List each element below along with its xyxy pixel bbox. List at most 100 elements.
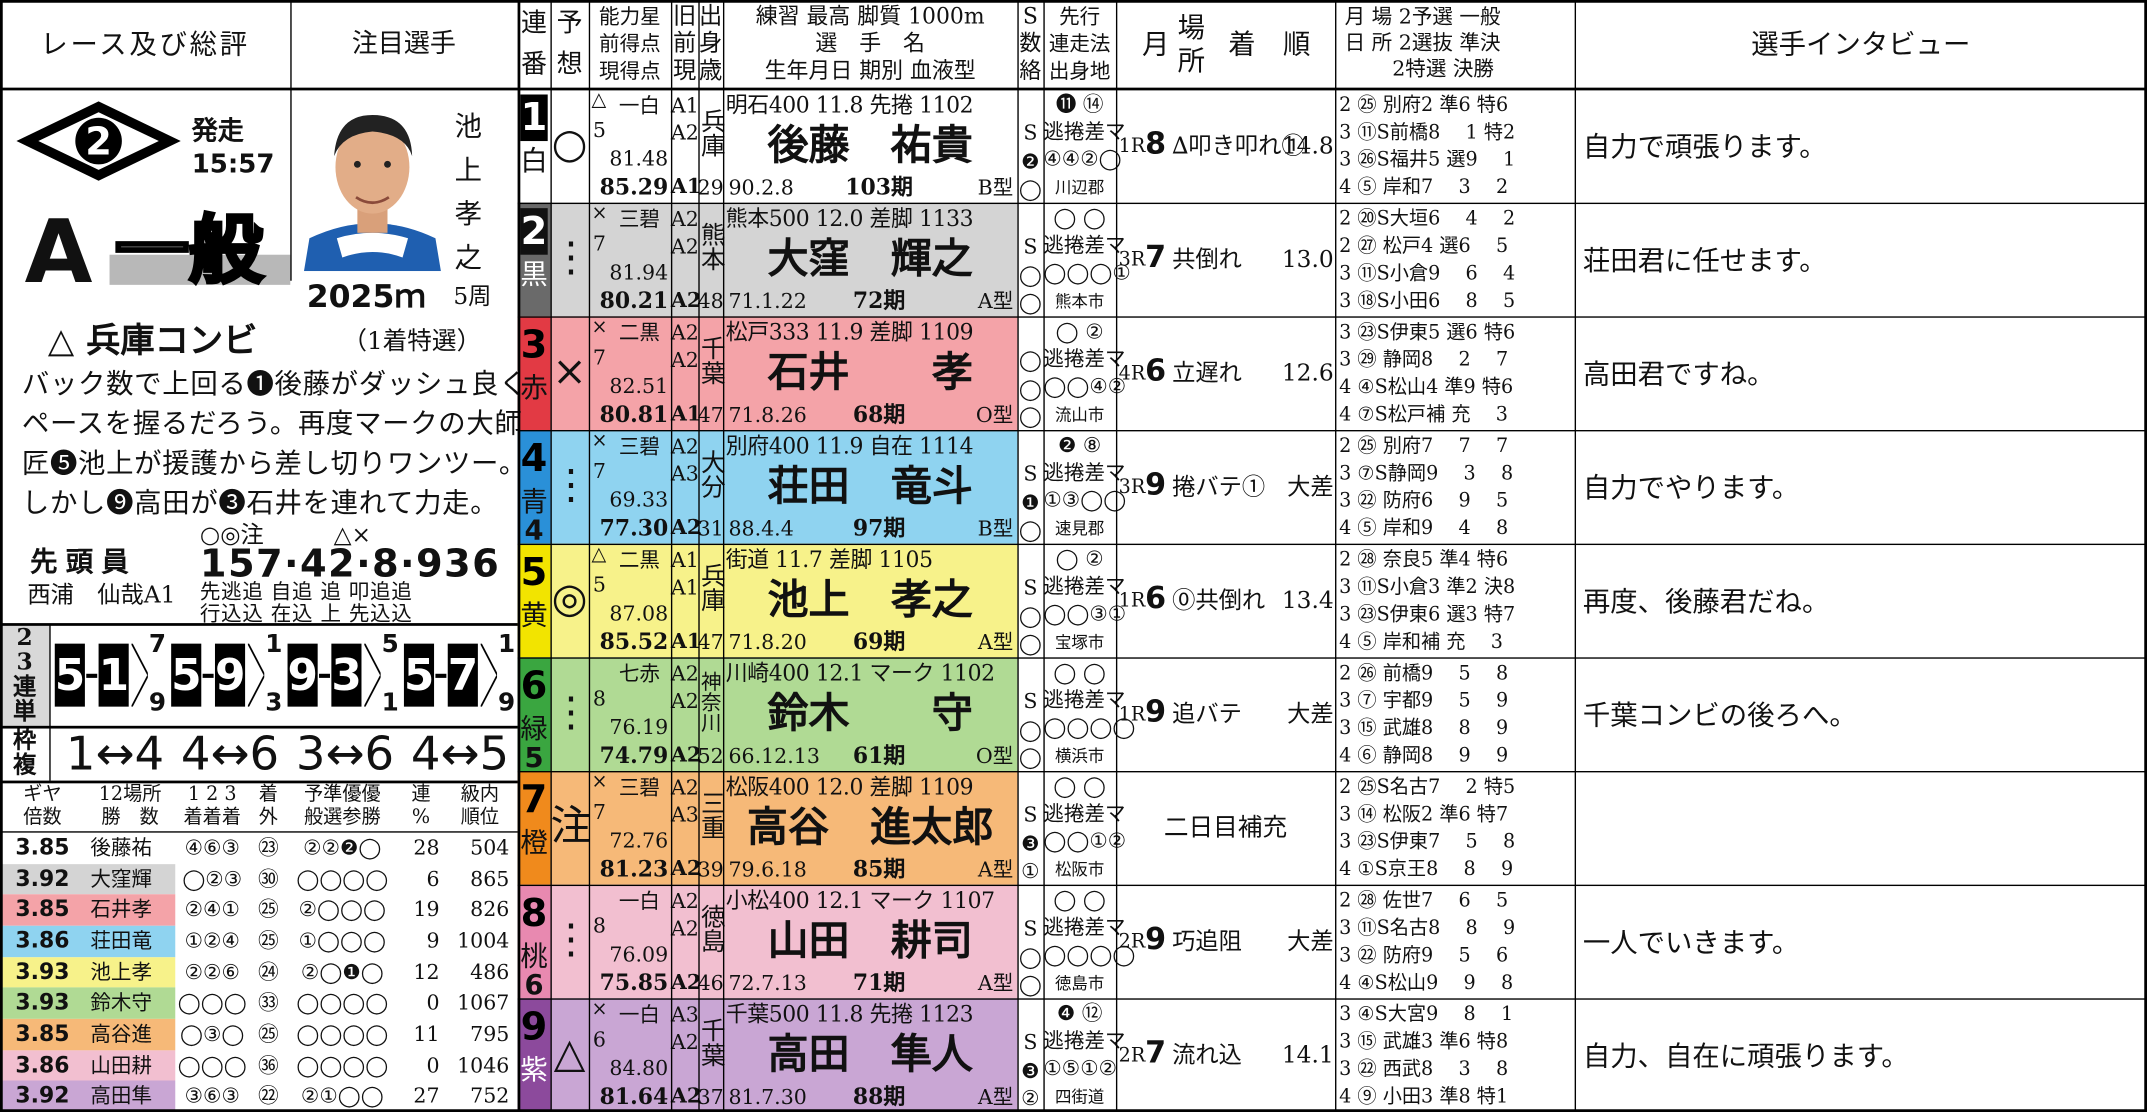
last-race: 1R xyxy=(1118,590,1146,613)
points: 85.52 xyxy=(599,628,669,655)
birth-date: 66.12.13 xyxy=(728,743,820,769)
class: A2 xyxy=(670,320,699,346)
rule xyxy=(588,0,591,1112)
class: A2 xyxy=(670,206,699,232)
race-number: 2 xyxy=(85,119,112,165)
points: 80.81 xyxy=(599,401,669,428)
trifecta-second: 3 xyxy=(331,643,362,707)
stats-cell: ◯②③ xyxy=(182,866,243,892)
home-town: 宝塚市 xyxy=(1054,632,1105,652)
style-methods: 逃捲差マ xyxy=(1043,346,1126,372)
rider-number: 2 xyxy=(520,208,548,255)
birth-date: 88.4.4 xyxy=(728,516,794,541)
header-cell: 注目選手 xyxy=(351,28,456,59)
ability-sign: △ xyxy=(591,89,607,111)
prev-points: 81.48 xyxy=(609,146,669,172)
s-count: ◯ xyxy=(1018,290,1042,315)
s-count: ◯ xyxy=(1018,717,1042,743)
stats-header: 12場所 xyxy=(98,783,162,806)
stats-cell: ②②⑥ xyxy=(184,959,240,985)
bracket-pair: 1↔4 xyxy=(65,727,165,782)
stats-header: 着 xyxy=(258,783,278,806)
ability-digit: 8 xyxy=(592,686,606,711)
ability-digit: 7 xyxy=(592,345,606,370)
stats-cell: ③⑥③ xyxy=(184,1083,240,1109)
style-counts: ◯ ◯ xyxy=(1053,887,1106,913)
style-counts: ❷ ⑧ xyxy=(1057,432,1102,458)
class: A3 xyxy=(670,802,699,828)
trifecta-third: 1 xyxy=(381,688,399,718)
last-note: 巧追阻 xyxy=(1172,928,1242,956)
s-count: S xyxy=(1023,234,1038,259)
stats-cell: ㉕ xyxy=(258,1021,279,1047)
stats-header: 外 xyxy=(258,806,278,829)
rule xyxy=(698,0,700,1112)
rider-number: 6 xyxy=(520,662,548,709)
stats-cell: ◯◯◯ xyxy=(177,990,247,1016)
rule xyxy=(517,316,2147,318)
s-count: ◯ xyxy=(1018,176,1042,202)
stats-cell: 752 xyxy=(470,1083,510,1109)
header-cell: 月 場 2予選 一般 xyxy=(1344,4,1501,29)
practice: 明石400 11.8 先捲 1102 xyxy=(725,91,974,118)
rule xyxy=(0,87,2147,91)
trifecta-second: 1 xyxy=(98,643,129,707)
s-count: S xyxy=(1023,461,1038,487)
header-cell: 順 xyxy=(1282,27,1311,61)
header-cell: 歳 xyxy=(699,57,723,85)
ability-digit: 7 xyxy=(592,458,606,484)
s-count: ◯ xyxy=(1018,603,1042,629)
blood-type: B型 xyxy=(977,175,1014,200)
ability-sign: × xyxy=(591,202,608,225)
header-cell: 連 xyxy=(520,8,548,39)
class: A1 xyxy=(670,93,699,118)
origin: 三重 xyxy=(696,790,726,840)
stats-cell: 3.86 xyxy=(15,927,70,954)
rule xyxy=(517,202,2147,205)
frame-number: 5 xyxy=(524,740,544,774)
style-counts: ◯ ② xyxy=(1055,319,1104,344)
recent-result: 2 ⑳S大垣6 4 2 xyxy=(1339,208,1516,231)
style-record: ①③◯◯ xyxy=(1043,487,1127,513)
trifecta-dash xyxy=(202,673,214,678)
rider-name: 石井 孝 xyxy=(767,349,973,398)
last-place: 6 xyxy=(1145,582,1167,617)
race-class: 一般 xyxy=(113,205,264,295)
rider-photo xyxy=(295,95,450,272)
interview: 一人でいきます。 xyxy=(1582,925,1800,959)
row-bg xyxy=(550,543,1018,658)
prediction-mark: ⋮ xyxy=(550,916,592,965)
trifecta-third: 1 xyxy=(265,629,283,659)
s-count: ◯ xyxy=(1018,972,1042,997)
stats-header: 般選参勝 xyxy=(303,806,381,829)
stats-row-bg xyxy=(0,894,176,926)
recent-result: 4 ⑤ 岸和9 4 8 xyxy=(1339,517,1509,540)
frame-cell xyxy=(517,998,551,1112)
ability-star: 二黒 xyxy=(618,547,660,573)
stats-cell: 山田耕 xyxy=(90,1052,153,1078)
trifecta-label: 単 xyxy=(13,698,37,726)
stats-cell: ◯◯◯ xyxy=(177,1052,247,1078)
s-count: ❸ xyxy=(1021,831,1040,856)
trifecta-first: 9 xyxy=(287,643,318,707)
recent-result: 4 ⑤ 岸和7 3 2 xyxy=(1339,176,1509,199)
origin: 大分 xyxy=(696,449,726,499)
last-note: ∆叩き叩れ① xyxy=(1172,132,1305,161)
points: 85.29 xyxy=(599,173,669,200)
birth-date: 71.1.22 xyxy=(728,288,807,314)
recent-result: 3 ⑮ 武雄8 8 9 xyxy=(1339,717,1509,740)
interview: 自力でやります。 xyxy=(1582,471,1800,504)
recent-result: 3 ⑦S静岡9 3 8 xyxy=(1339,462,1514,485)
recent-result: 2 ㉗ 松戸4 選6 5 xyxy=(1339,235,1509,258)
recent-result: 3 ㉓S伊東6 選3 特7 xyxy=(1339,603,1516,626)
review-line: しかし❾高田が❸石井を連れて力走。 xyxy=(21,486,499,520)
recent-result: 3 ㉖S福井5 選9 1 xyxy=(1339,149,1516,172)
last-race: 2R xyxy=(1118,1044,1146,1067)
rider-number: 9 xyxy=(520,1003,548,1050)
stats-cell: ㊱ xyxy=(258,1052,279,1078)
ability-star: 一白 xyxy=(618,1002,660,1028)
prev-points: 87.08 xyxy=(609,601,669,626)
header-cell: 連走法 xyxy=(1048,31,1111,57)
class: A2 xyxy=(670,775,699,800)
